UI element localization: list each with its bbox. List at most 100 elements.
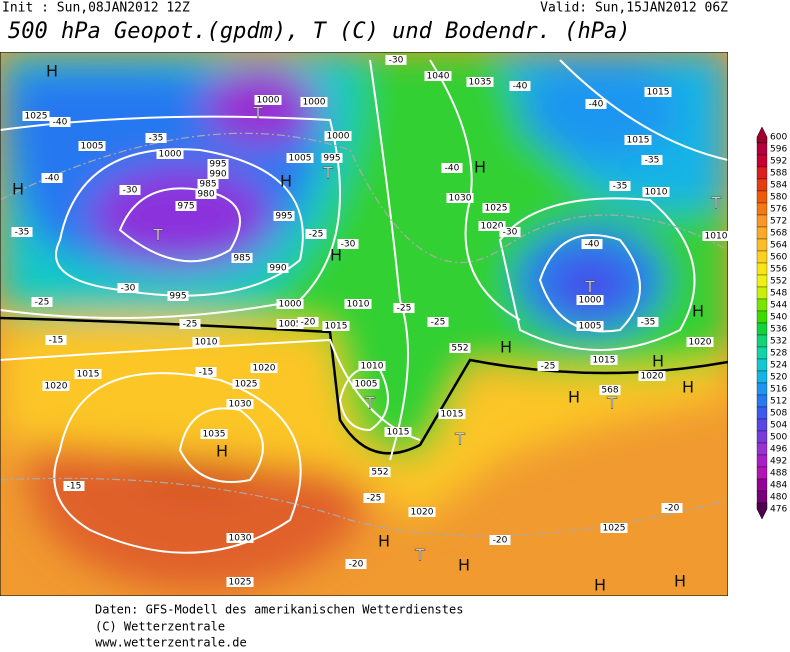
temperature-label: -15 [199, 368, 214, 378]
isobar-label: 1000 [327, 132, 350, 142]
colorbar-swatch [756, 250, 768, 264]
pressure-center: H [682, 378, 694, 397]
isobar-label: 1005 [289, 154, 312, 164]
pressure-center: T [606, 394, 617, 413]
colorbar-swatch [756, 286, 768, 300]
temperature-label: -25 [397, 304, 412, 314]
temperature-label: -20 [665, 504, 680, 514]
pressure-center: H [46, 62, 58, 81]
colorbar-swatch [756, 382, 768, 396]
label-box [446, 193, 474, 203]
colorbar-label: 544 [770, 301, 787, 311]
pressure-center: H [674, 572, 686, 591]
colorbar-label: 536 [770, 325, 787, 335]
pressure-center: T [710, 194, 721, 213]
label-box [78, 141, 106, 151]
isobar-label: 985 [199, 180, 216, 190]
temperature-label: -25 [309, 230, 324, 240]
colorbar-swatch [756, 430, 768, 444]
pressure-center: H [12, 180, 24, 199]
label-box [179, 319, 201, 329]
label-box [686, 337, 714, 347]
colorbar-label: 540 [770, 313, 787, 323]
isobar-label: 1015 [627, 136, 650, 146]
colorbar-swatch [756, 226, 768, 240]
isobar-label: 985 [233, 254, 250, 264]
isobar-label: 1015 [441, 410, 464, 420]
pressure-center: H [474, 158, 486, 177]
colorbar-swatch [756, 406, 768, 420]
temperature-label: -35 [641, 318, 656, 328]
label-box [300, 97, 328, 107]
label-box [438, 409, 466, 419]
label-box [226, 533, 254, 543]
isobar-label: 1025 [485, 204, 508, 214]
colorbar-label: 568 [770, 229, 787, 239]
temperature-label: -40 [589, 100, 604, 110]
temperature-label: -35 [645, 156, 660, 166]
isobar-label: 995 [169, 292, 186, 302]
isobar-label: 1010 [361, 362, 384, 372]
label-box [156, 149, 184, 159]
isobar-label: 1020 [411, 508, 434, 518]
temperature-label: -25 [431, 318, 446, 328]
label-box [226, 577, 254, 587]
label-box [250, 363, 278, 373]
label-box [42, 381, 70, 391]
footer-url: www.wetterzentrale.de [95, 636, 247, 649]
label-box [276, 299, 304, 309]
isobar-label: 1015 [387, 428, 410, 438]
label-box [22, 111, 50, 121]
colorbar-label: 492 [770, 457, 787, 467]
isobar-label: 1005 [81, 142, 104, 152]
colorbar-swatch [756, 190, 768, 204]
label-box [478, 221, 506, 231]
map-title: 500 hPa Geopot.(gpdm), T (C) und Bodendr… [8, 19, 631, 44]
colorbar-swatch [756, 478, 768, 492]
colorbar-label: 500 [770, 433, 787, 443]
colorbar-swatch [756, 442, 768, 456]
label-box [576, 295, 604, 305]
colorbar-label: 512 [770, 397, 787, 407]
colorbar-label: 548 [770, 289, 787, 299]
pressure-center: T [252, 104, 263, 123]
label-box [195, 189, 217, 199]
colorbar-label: 552 [770, 277, 787, 287]
temperature-label: -15 [49, 336, 64, 346]
pressure-center: H [280, 172, 292, 191]
temperature-label: -35 [149, 134, 164, 144]
isobar-label: 1000 [159, 150, 182, 160]
isobar-label: 1030 [229, 400, 252, 410]
label-box [600, 523, 628, 533]
isobar-label: 990 [269, 264, 286, 274]
temperature-label: -25 [35, 298, 50, 308]
pressure-center: T [152, 226, 163, 245]
isobar-label: 1020 [641, 372, 664, 382]
isobar-label: 1020 [481, 222, 504, 232]
colorbar-swatch [756, 214, 768, 228]
label-box [207, 159, 229, 169]
colorbar-label: 564 [770, 241, 787, 251]
isobar-label: 568 [601, 386, 618, 396]
label-box [175, 201, 197, 211]
isobar-label: 1015 [593, 356, 616, 366]
colorbar-label: 488 [770, 469, 787, 479]
colorbar-swatch [756, 154, 768, 168]
isobar-label: 980 [197, 190, 214, 200]
label-box [599, 385, 621, 395]
label-box [585, 99, 607, 109]
label-box [192, 337, 220, 347]
label-box [344, 299, 372, 309]
colorbar-label: 532 [770, 337, 787, 347]
isobar-label: 1010 [645, 188, 668, 198]
label-box [322, 321, 350, 331]
isobar-label: 995 [323, 154, 340, 164]
colorbar-swatch [756, 178, 768, 192]
footer-source: Daten: GFS-Modell des amerikanischen Wet… [95, 603, 463, 617]
isobar-label: 1005 [279, 320, 302, 330]
pressure-center: T [584, 278, 595, 297]
label-box [642, 187, 670, 197]
temperature-label: -15 [67, 482, 82, 492]
isobar-label: 1015 [77, 370, 100, 380]
